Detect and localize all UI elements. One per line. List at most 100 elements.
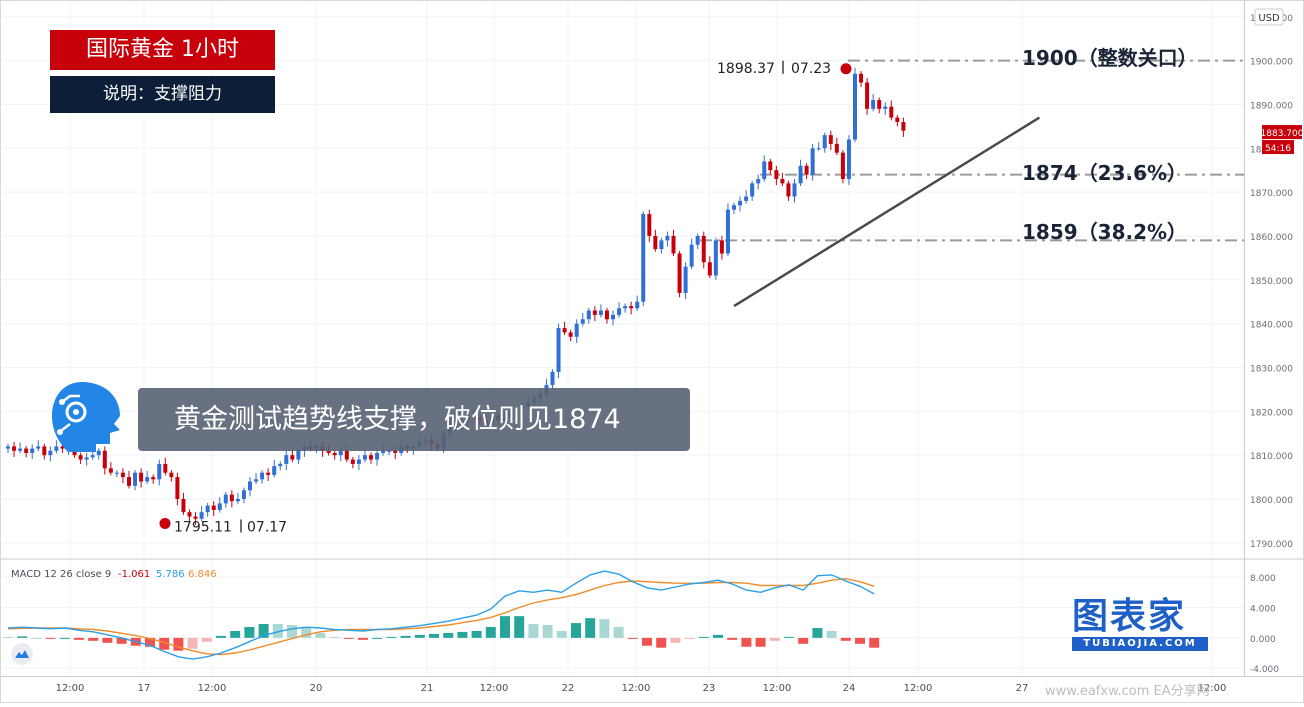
- candle-body: [677, 253, 682, 293]
- macd-hist-bar: [17, 636, 28, 638]
- candle-body: [42, 446, 47, 456]
- price-tick-label: 1890.000: [1250, 101, 1293, 111]
- candle-body: [738, 200, 743, 206]
- high-marker-dot: [840, 63, 852, 75]
- logo-url: TUBIAOJIA.COM: [1072, 637, 1208, 651]
- candle-body: [344, 450, 349, 460]
- mountain-icon: [15, 650, 29, 658]
- cloud-icon: [11, 643, 33, 665]
- logo-text: 图表家: [1072, 596, 1187, 637]
- candle-body: [362, 455, 367, 460]
- candle-body: [187, 512, 192, 517]
- macd-hist-bar: [400, 635, 411, 638]
- macd-hist-bar: [556, 630, 567, 638]
- low-marker-date: 07.17: [247, 519, 287, 535]
- candle-body: [786, 183, 791, 197]
- candle-body: [683, 266, 688, 293]
- candle-body: [266, 472, 271, 475]
- signal-line: [7, 577, 875, 656]
- candle-body: [102, 450, 107, 469]
- macd-value-signal: 6.846: [188, 569, 217, 580]
- candle-body: [199, 512, 204, 519]
- candle-body: [272, 466, 277, 475]
- candle-body: [871, 100, 876, 109]
- candle-body: [381, 450, 386, 453]
- macd-hist-bar: [528, 624, 539, 638]
- macd-hist-bar: [656, 637, 667, 648]
- candle-body: [707, 262, 712, 276]
- macd-hist-bar: [372, 637, 383, 639]
- trendline: [733, 116, 1041, 308]
- level-label-1900: 1900（整数关口）: [1022, 46, 1198, 70]
- candle-body: [780, 178, 785, 184]
- macd-hist-bar: [840, 637, 851, 641]
- macd-hist-bar: [145, 637, 155, 647]
- candle-body: [732, 205, 736, 210]
- candle-body: [756, 178, 761, 184]
- last-price-label: 1883.700: [1261, 129, 1304, 139]
- candle-body: [248, 481, 252, 491]
- countdown-label: 54:16: [1265, 144, 1291, 154]
- time-tick-label: 12:00: [622, 683, 651, 694]
- macd-hist-bar: [585, 618, 596, 638]
- macd-hist-bar: [571, 623, 581, 638]
- candle-body: [326, 450, 331, 453]
- candle-body: [713, 240, 718, 276]
- candle-body: [859, 73, 864, 83]
- macd-hist-bar: [187, 637, 198, 649]
- macd-tick-label: 4.000: [1250, 605, 1276, 615]
- time-tick-label: 22: [562, 683, 575, 694]
- price-tick-label: 1820.000: [1250, 408, 1293, 418]
- candle-body: [810, 148, 815, 175]
- price-tick-label: 1870.000: [1250, 189, 1293, 199]
- candle-body: [90, 455, 95, 458]
- price-tick-label: 1790.000: [1250, 540, 1293, 550]
- macd-tick-label: 0.000: [1250, 635, 1276, 645]
- candle-body: [816, 148, 821, 150]
- chart-title: 国际黄金 1小时: [50, 30, 275, 70]
- candle-body: [223, 494, 228, 504]
- macd-hist-bar: [642, 637, 652, 646]
- candle-body: [889, 106, 894, 118]
- candle-body: [701, 235, 706, 263]
- candle-body: [846, 139, 851, 179]
- macd-hist-bar: [358, 637, 368, 640]
- candle-body: [278, 463, 283, 467]
- macd-hist-bar: [45, 637, 56, 639]
- candle-body: [163, 463, 168, 473]
- macd-tick-label: -4.000: [1250, 665, 1279, 675]
- candle-body: [120, 472, 125, 478]
- macd-hist-bar: [386, 636, 397, 638]
- macd-hist-bar: [542, 625, 553, 638]
- price-tick-label: 1860.000: [1250, 233, 1293, 243]
- candle-body: [877, 100, 882, 109]
- candle-body: [18, 448, 23, 451]
- candle-body: [556, 328, 561, 372]
- candle-body: [629, 306, 634, 309]
- candle-body: [338, 450, 343, 456]
- candle-body: [750, 183, 755, 197]
- macd-hist-bar: [102, 637, 113, 643]
- candle-body: [36, 446, 41, 449]
- candle-body: [774, 170, 779, 179]
- candle-body: [235, 499, 240, 502]
- low-marker-dot: [159, 517, 171, 529]
- candle-body: [574, 323, 579, 337]
- candle-body: [550, 371, 555, 386]
- candle-body: [611, 314, 615, 320]
- candle-body: [568, 332, 573, 337]
- candle-body: [840, 152, 845, 179]
- macd-hist-bar: [3, 636, 13, 638]
- currency-label: USD: [1258, 13, 1280, 24]
- candle-body: [580, 319, 585, 324]
- time-tick-label: 12:00: [1198, 683, 1227, 694]
- candle-body: [393, 450, 398, 453]
- macd-hist-bar: [869, 637, 880, 648]
- macd-hist-bar: [471, 630, 482, 638]
- candle-body: [665, 235, 670, 241]
- price-tick-label: 1850.000: [1250, 277, 1293, 287]
- candle-body: [151, 477, 156, 480]
- candle-body: [804, 165, 809, 175]
- candle-body: [290, 455, 295, 460]
